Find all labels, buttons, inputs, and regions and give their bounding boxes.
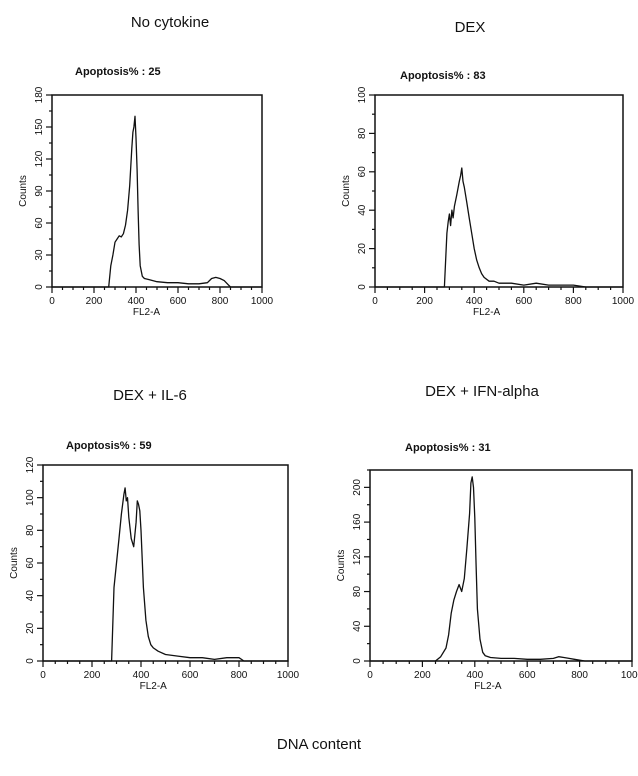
y-tick-label: 180 <box>34 86 45 103</box>
x-tick-label: 800 <box>565 296 582 307</box>
x-tick-label: 400 <box>466 670 483 681</box>
x-tick-label: 1000 <box>612 296 635 307</box>
x-tick-label: 0 <box>49 296 55 307</box>
x-tick-label: 400 <box>466 296 483 307</box>
y-tick-label: 80 <box>25 524 36 536</box>
x-tick-label: 800 <box>571 670 588 681</box>
y-tick-label: 0 <box>34 284 45 290</box>
apoptosis-label-no-cytokine: Apoptosis% : 25 <box>75 66 161 78</box>
x-tick-label: 0 <box>367 670 373 681</box>
x-tick-label: 600 <box>182 670 199 681</box>
plot-frame <box>51 94 263 288</box>
x-tick-label: 800 <box>212 296 229 307</box>
x-tick-label: 200 <box>86 296 103 307</box>
y-tick-label: 60 <box>357 166 368 178</box>
y-tick-label: 100 <box>357 86 368 103</box>
y-tick-label: 200 <box>352 479 363 496</box>
histogram-trace <box>52 115 262 288</box>
y-tick-label: 30 <box>34 249 45 261</box>
histogram-dex: 0 200 400 600 800 1000 0 20 40 60 80 100 FL2-A Counts <box>341 86 635 318</box>
x-axis-label: FL2-A <box>474 681 502 692</box>
x-tick-label: 600 <box>519 670 536 681</box>
y-tick-label: 20 <box>357 243 368 255</box>
x-tick-label: 200 <box>416 296 433 307</box>
y-tick-label: 120 <box>34 150 45 167</box>
x-tick-label: 0 <box>40 670 46 681</box>
panel-title-dex-ifn: DEX + IFN-alpha <box>425 383 539 400</box>
x-axis-shared-label: DNA content <box>276 736 362 753</box>
x-tick-label: 1000 <box>621 670 638 681</box>
x-axis-label: FL2-A <box>140 681 168 692</box>
y-tick-label: 60 <box>34 217 45 229</box>
panel-title-no-cytokine: No cytokine <box>130 14 210 31</box>
x-axis-label: FL2-A <box>473 307 501 318</box>
apoptosis-label-dex-ifn: Apoptosis% : 31 <box>405 442 491 454</box>
histogram-dex-il6: 0 200 400 600 800 1000 0 20 40 60 80 100 120 FL2-A Cou… <box>9 456 300 692</box>
y-tick-label: 80 <box>352 586 363 598</box>
histogram-trace <box>43 487 288 662</box>
histogram-trace <box>370 476 632 662</box>
y-tick-label: 0 <box>352 658 363 664</box>
apoptosis-label-dex-il6: Apoptosis% : 59 <box>66 440 152 452</box>
y-tick-label: 120 <box>352 548 363 565</box>
x-tick-label: 0 <box>372 296 378 307</box>
plot-frame <box>369 469 633 662</box>
y-axis-label: Counts <box>9 547 20 579</box>
y-axis-label: Counts <box>18 175 29 207</box>
y-axis-label: Counts <box>336 550 347 582</box>
y-tick-label: 160 <box>352 513 363 530</box>
y-tick-label: 20 <box>25 622 36 634</box>
y-tick-label: 150 <box>34 118 45 135</box>
y-axis-label: Counts <box>341 175 352 207</box>
panel-title-dex: DEX <box>454 19 486 36</box>
y-tick-label: 0 <box>357 284 368 290</box>
histogram-dex-ifn: 0 200 400 600 800 1000 0 40 80 120 160 200 FL2-A Coun… <box>336 469 638 692</box>
y-tick-label: 40 <box>357 204 368 216</box>
y-tick-label: 60 <box>25 557 36 569</box>
y-tick-label: 0 <box>25 658 36 664</box>
histogram-trace <box>375 167 623 288</box>
panel-title-dex-il6: DEX + IL-6 <box>113 387 187 404</box>
x-tick-label: 800 <box>231 670 248 681</box>
x-tick-label: 1000 <box>277 670 300 681</box>
x-tick-label: 400 <box>128 296 145 307</box>
x-tick-label: 600 <box>515 296 532 307</box>
x-axis-label: FL2-A <box>133 307 161 318</box>
x-tick-label: 200 <box>84 670 101 681</box>
x-tick-label: 600 <box>170 296 187 307</box>
y-tick-label: 120 <box>25 456 36 473</box>
y-tick-label: 40 <box>352 620 363 632</box>
x-tick-label: 400 <box>133 670 150 681</box>
plot-frame <box>42 464 289 662</box>
y-tick-label: 40 <box>25 590 36 602</box>
y-tick-label: 100 <box>25 489 36 506</box>
x-tick-label: 200 <box>414 670 431 681</box>
x-tick-label: 1000 <box>251 296 274 307</box>
apoptosis-label-dex: Apoptosis% : 83 <box>400 70 486 82</box>
y-tick-label: 80 <box>357 127 368 139</box>
y-tick-label: 90 <box>34 185 45 197</box>
plot-frame <box>374 94 624 288</box>
histogram-no-cytokine: 0 200 400 600 800 1000 0 30 60 90 120 150 180 FL2-A Co… <box>18 86 274 318</box>
